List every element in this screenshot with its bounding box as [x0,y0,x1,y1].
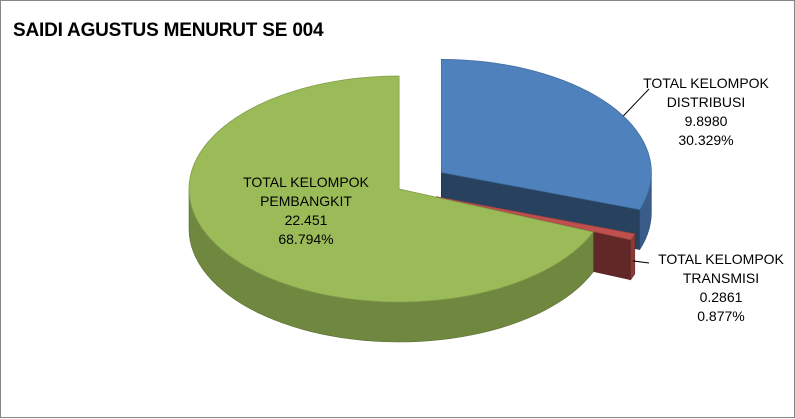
leader-line [622,88,650,117]
slice-name-line-2: TRANSMISI [682,270,760,286]
pie-slice-top [440,59,652,211]
slice-percent: 68.794% [278,231,334,247]
slice-label-transmisi: TOTAL KELOMPOK TRANSMISI 0.2861 0.877% [646,250,795,326]
slice-label-distribusi: TOTAL KELOMPOK DISTRIBUSI 9.8980 30.329% [631,74,781,150]
pie-slice-top [188,75,594,303]
chart-title: SAIDI AGUSTUS MENURUT SE 004 [13,20,324,41]
slice-name-line-1: TOTAL KELOMPOK [658,251,784,267]
slice-percent: 30.329% [678,132,734,148]
leader-line [632,260,650,264]
slice-value: 9.8980 [684,113,728,129]
pie-slice-top [436,196,636,241]
slice-value: 22.451 [284,212,328,228]
slice-percent: 0.877% [697,308,745,324]
slice-name-line-2: DISTRIBUSI [666,94,746,110]
pie-slice-total-kelompok-pembangkit [188,75,594,343]
slice-label-pembangkit: TOTAL KELOMPOK PEMBANGKIT 22.451 68.794% [231,173,381,249]
slice-name-line-2: PEMBANGKIT [260,193,352,209]
pie-slice-side-wall [630,232,636,281]
slice-name-line-1: TOTAL KELOMPOK [243,174,369,190]
slice-name-line-1: TOTAL KELOMPOK [643,75,769,91]
slice-value: 0.2861 [699,289,743,305]
